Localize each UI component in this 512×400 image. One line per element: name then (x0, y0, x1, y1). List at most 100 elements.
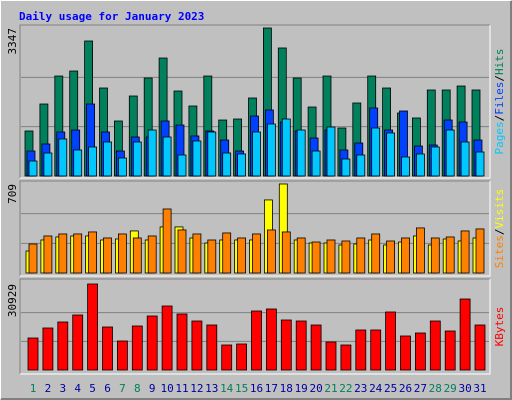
bar (414, 332, 426, 371)
bar (162, 136, 172, 177)
bar (72, 314, 84, 371)
bar (386, 132, 396, 177)
bar (385, 311, 397, 371)
panel-bevel-light (20, 25, 491, 179)
bar (356, 237, 366, 274)
bar (281, 231, 291, 274)
bar (117, 340, 128, 371)
bar (401, 237, 410, 274)
bar (386, 240, 396, 274)
bar (296, 237, 306, 274)
x-tick-label: 12 (190, 382, 203, 395)
x-tick-label: 21 (324, 382, 337, 395)
bar (132, 237, 142, 274)
bar (459, 298, 471, 371)
legend-separator: / (493, 229, 506, 236)
x-tick-label: 5 (89, 382, 96, 395)
bar (400, 335, 411, 371)
bar (118, 157, 127, 177)
legend-entry: Files (493, 82, 506, 115)
bar (429, 320, 441, 371)
bar (430, 237, 440, 274)
bar (177, 229, 187, 274)
bar (326, 126, 336, 177)
bar (326, 239, 336, 274)
bar (475, 151, 485, 177)
y-tick-label: 709 (6, 184, 19, 204)
x-tick-label: 27 (414, 382, 427, 395)
bar (341, 158, 351, 177)
x-tick-label: 10 (160, 382, 173, 395)
bar (27, 337, 39, 371)
x-tick-label: 18 (280, 382, 293, 395)
legend: Pages/Files/Hits (493, 49, 506, 155)
x-tick-label: 1 (30, 382, 37, 395)
bar (58, 138, 68, 177)
bar (118, 233, 127, 274)
x-tick-label: 17 (265, 382, 278, 395)
legend-entry: KBytes (493, 307, 506, 347)
bar (87, 283, 98, 371)
bar (444, 330, 456, 371)
bar (280, 319, 292, 371)
bar (281, 118, 291, 177)
bar (102, 326, 113, 371)
bar (177, 154, 187, 177)
bar (341, 240, 351, 274)
bar (206, 324, 218, 371)
chart-title: Daily usage for January 2023 (19, 10, 204, 23)
x-tick-label: 4 (74, 382, 81, 395)
x-tick-label: 16 (250, 382, 263, 395)
x-tick-label: 6 (104, 382, 111, 395)
x-tick-label: 9 (149, 382, 156, 395)
bar (371, 127, 381, 177)
bar (266, 229, 276, 274)
x-tick-label: 13 (205, 382, 218, 395)
legend-separator: / (493, 75, 506, 82)
x-tick-label: 26 (399, 382, 412, 395)
x-tick-label: 22 (339, 382, 352, 395)
bar (207, 239, 217, 274)
bar (103, 141, 112, 177)
bar (296, 129, 306, 177)
bar (147, 235, 157, 274)
bar (222, 232, 232, 274)
bar (88, 231, 97, 274)
y-tick-label: 3347 (6, 28, 19, 55)
panel-bevel-light (20, 181, 491, 277)
bar (460, 230, 470, 274)
bar (266, 123, 276, 177)
bar (73, 233, 83, 274)
bar (430, 146, 440, 177)
bar (236, 343, 248, 371)
bar (162, 208, 172, 274)
bar (176, 313, 188, 371)
x-tick-label: 24 (369, 382, 383, 395)
x-tick-label: 7 (119, 382, 126, 395)
bar (237, 153, 247, 177)
x-tick-label: 30 (458, 382, 471, 395)
bar (415, 227, 425, 274)
panel-bevel-dark (19, 24, 490, 178)
x-tick-label: 2 (45, 382, 52, 395)
legend: Sites/Visits (493, 189, 506, 269)
bar (355, 329, 367, 371)
bar (191, 320, 203, 371)
bar (147, 129, 157, 177)
bar (325, 341, 337, 371)
legend: KBytes (493, 307, 506, 347)
bar (58, 233, 68, 274)
y-tick-label: 30929 (6, 284, 19, 317)
bar (237, 237, 247, 274)
bar (43, 152, 53, 177)
panel-bevel-light (20, 279, 491, 375)
x-tick-label: 15 (235, 382, 248, 395)
panel-bevel-dark (19, 278, 490, 374)
bar (370, 329, 382, 371)
x-tick-label: 25 (384, 382, 397, 395)
bar (131, 325, 143, 371)
x-tick-label: 11 (175, 382, 188, 395)
bar (42, 327, 54, 371)
